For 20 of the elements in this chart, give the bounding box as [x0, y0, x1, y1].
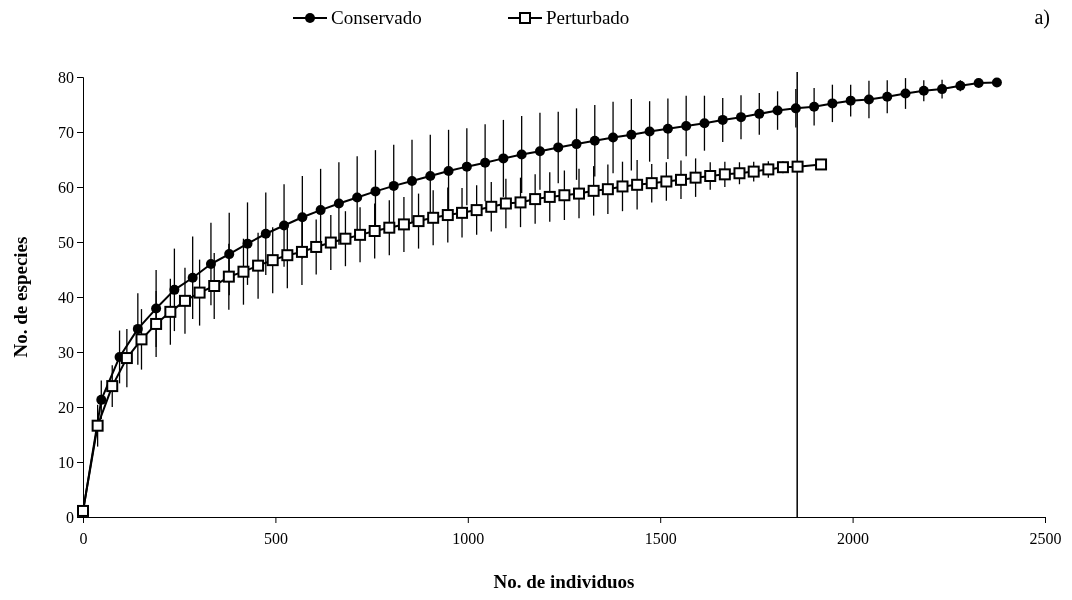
x-tick-label: 1000 — [452, 529, 485, 547]
x-tick-label: 2000 — [837, 529, 870, 547]
y-tick-label: 40 — [58, 288, 74, 306]
y-tick-label: 20 — [58, 398, 74, 416]
x-tick-label: 1500 — [644, 529, 677, 547]
x-tick-label: 500 — [263, 529, 288, 547]
x-tick-label: 2500 — [1029, 529, 1062, 547]
legend-label: Perturbado — [546, 7, 630, 28]
y-tick-label: 10 — [58, 453, 74, 471]
x-tick-label: 0 — [79, 529, 88, 547]
y-tick-label: 80 — [58, 68, 74, 86]
y-tick-label: 70 — [58, 123, 74, 141]
legend-label: Conservado — [331, 7, 422, 28]
y-tick-label: 50 — [58, 233, 74, 251]
text: a) — [1034, 6, 1050, 29]
y-tick-label: 60 — [58, 178, 74, 196]
x-axis-title: No. de individuos — [493, 571, 635, 592]
y-tick-label: 0 — [66, 508, 74, 526]
y-tick-label: 30 — [58, 343, 74, 361]
y-axis-title: No. de especies — [10, 236, 31, 358]
